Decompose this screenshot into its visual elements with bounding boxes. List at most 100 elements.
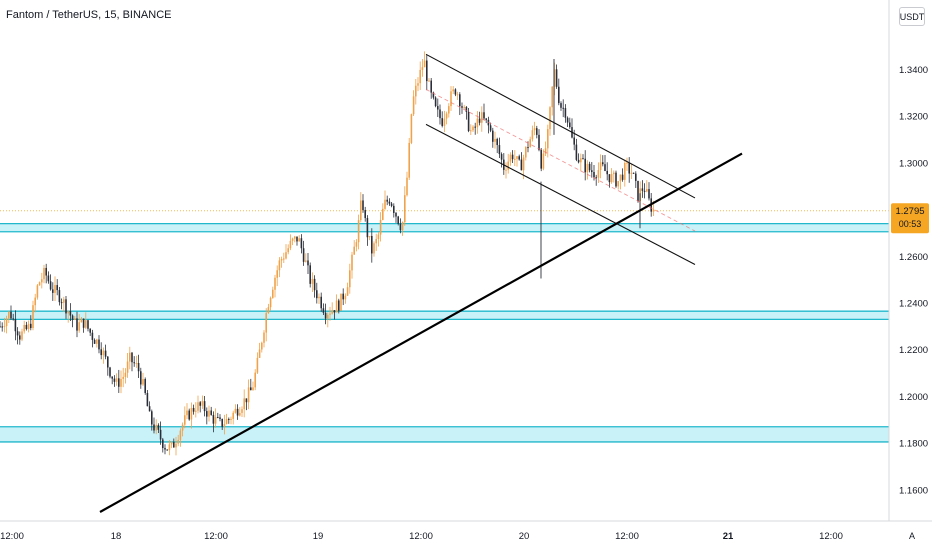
candle-body [122, 376, 124, 379]
candle-body [511, 154, 514, 160]
candle-body [375, 238, 377, 244]
support-zone-1[interactable] [0, 223, 889, 232]
candle-body [168, 444, 171, 451]
candle-body [437, 106, 439, 110]
candle-body [382, 208, 384, 220]
candle-body [566, 117, 569, 123]
candle-body [516, 156, 518, 159]
candle-body [580, 158, 582, 163]
candle-body [190, 407, 193, 420]
candle-body [643, 190, 646, 192]
candle-body [221, 418, 223, 427]
candle-body [32, 305, 34, 329]
candle-body [36, 285, 39, 298]
candle-body [327, 314, 329, 319]
support-zones [0, 222, 889, 443]
candle-body [91, 332, 94, 340]
candle-body [186, 410, 188, 416]
x-tick-label: 12:00 [0, 531, 24, 542]
candle-body [236, 408, 239, 416]
candle-body [419, 69, 421, 84]
candle-body [14, 318, 17, 332]
x-tick-label: 12:00 [819, 531, 843, 542]
candle-body [522, 157, 525, 171]
candle-body [98, 339, 100, 350]
candle-body [23, 324, 25, 332]
candle-body [0, 326, 1, 328]
candle-body [562, 107, 564, 109]
candle-body [395, 212, 397, 217]
channel-mid-line[interactable] [425, 88, 696, 232]
candle-body [595, 177, 597, 179]
candle-body [113, 378, 116, 382]
drawn-lines[interactable] [99, 53, 743, 513]
candle-body [406, 177, 408, 196]
candle-body [155, 424, 157, 431]
candle-body [30, 323, 32, 329]
channel-lower-line[interactable] [425, 123, 696, 265]
candle-body [428, 80, 430, 82]
candle-body [441, 118, 443, 126]
x-tick-label: 12:00 [409, 531, 433, 542]
candle-body [320, 296, 322, 309]
candle-body [85, 320, 87, 328]
y-tick-label: 1.1800 [899, 439, 928, 450]
ascending-trend-line[interactable] [99, 152, 743, 513]
candle-body [514, 158, 516, 160]
candle-body [520, 159, 523, 171]
candle-body [564, 108, 567, 118]
candle-body [278, 260, 281, 271]
candle-body [582, 158, 584, 160]
candle-body [298, 238, 300, 242]
x-tick-label: 19 [313, 531, 324, 542]
symbol-title[interactable]: Fantom / TetherUS, 15, BINANCE [6, 9, 172, 21]
candle-body [353, 246, 355, 255]
candle-body [599, 162, 602, 170]
currency-button[interactable]: USDT [899, 7, 925, 26]
candle-body [439, 109, 441, 119]
support-zone-2[interactable] [0, 311, 889, 320]
candle-body [401, 222, 404, 231]
candle-body [41, 279, 43, 283]
candle-body [60, 302, 63, 304]
candle-body [135, 363, 138, 365]
candle-body [285, 252, 287, 259]
candle-body [274, 277, 276, 290]
candle-body [157, 424, 160, 430]
candle-body [360, 200, 362, 221]
candle-body [318, 296, 320, 299]
candle-body [250, 387, 252, 391]
candle-body [19, 335, 21, 340]
support-zone-3[interactable] [0, 426, 889, 442]
candle-body [624, 162, 626, 180]
y-tick-label: 1.2600 [899, 252, 928, 263]
candle-body [142, 379, 144, 385]
candle-body [43, 267, 45, 280]
candle-body [140, 371, 142, 385]
candle-body [602, 162, 604, 165]
candle-body [630, 172, 633, 174]
candle-body [124, 372, 127, 377]
candle-body [648, 189, 650, 199]
channel-upper-line[interactable] [425, 53, 696, 199]
candle-body [646, 189, 648, 192]
candle-body [606, 170, 608, 175]
candle-body [388, 201, 391, 204]
candle-body [137, 363, 140, 372]
y-tick-label: 1.3000 [899, 158, 928, 169]
candle-body [197, 402, 199, 411]
candle-body [316, 290, 318, 299]
candle-body [234, 408, 237, 413]
candle-body [181, 424, 184, 431]
candle-body [626, 162, 628, 164]
candle-body [241, 409, 243, 413]
candle-body [637, 180, 639, 202]
auto-scale-button[interactable]: A [908, 531, 915, 541]
candle-body [96, 339, 98, 344]
candle-body [357, 220, 360, 243]
candle-body [78, 322, 80, 331]
candle-body [199, 402, 201, 406]
